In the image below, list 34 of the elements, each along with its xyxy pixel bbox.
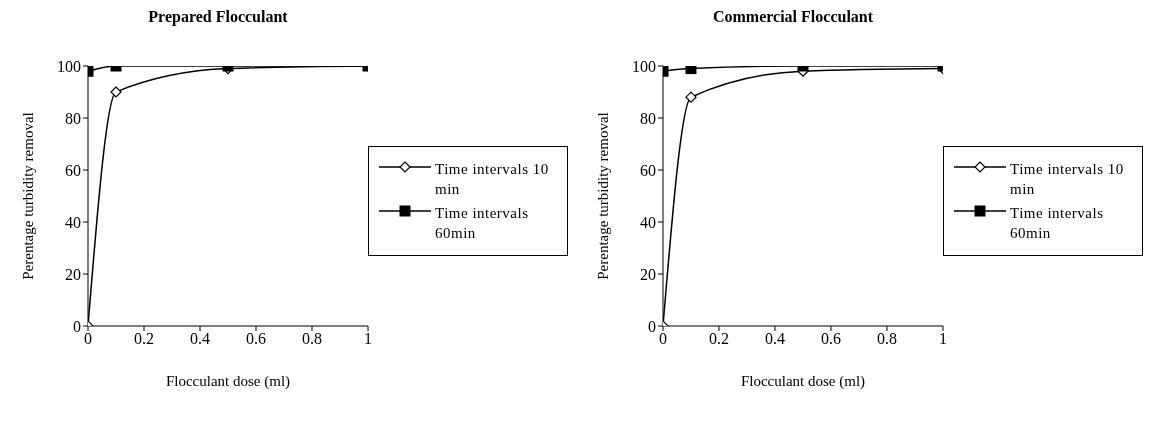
legend-label: Time intervals 60min — [1010, 204, 1105, 243]
x-tick-label: 1 — [364, 330, 372, 348]
y-tick-label: 100 — [57, 57, 81, 75]
y-tick-label: 0 — [73, 317, 81, 335]
y-tick-label: 60 — [65, 161, 81, 179]
y-tick-label: 40 — [640, 213, 656, 231]
y-tick-label: 40 — [65, 213, 81, 231]
x-tick-label: 0.8 — [302, 330, 322, 348]
x-tick-label: 0.2 — [709, 330, 729, 348]
chart-title: Prepared Flocculant — [147, 8, 289, 28]
y-tick-label: 0 — [648, 317, 656, 335]
x-axis-title: Flocculant dose (ml) — [165, 373, 291, 390]
x-tick-label: 0.4 — [190, 330, 210, 348]
y-axis-title: Perentage turbidity removal — [595, 112, 612, 280]
x-tick-label: 0.6 — [821, 330, 841, 348]
x-tick-label: 1 — [939, 330, 947, 348]
x-tick-label: 0.4 — [765, 330, 785, 348]
y-tick-label: 20 — [65, 265, 81, 283]
y-tick-label: 20 — [640, 265, 656, 283]
x-axis-title: Flocculant dose (ml) — [740, 373, 866, 390]
legend-label: Time intervals 10 min — [435, 160, 550, 199]
y-tick-label: 60 — [640, 161, 656, 179]
y-tick-label: 80 — [640, 109, 656, 127]
x-tick-label: 0 — [659, 330, 667, 348]
x-tick-label: 0 — [84, 330, 92, 348]
legend-label: Time intervals 10 min — [1010, 160, 1125, 199]
chart-title: Commercial Flocculant — [711, 8, 875, 27]
y-tick-label: 100 — [632, 57, 656, 75]
x-tick-label: 0.2 — [134, 330, 154, 348]
x-tick-label: 0.8 — [877, 330, 897, 348]
y-axis-title: Perentage turbidity removal — [20, 112, 37, 280]
x-tick-label: 0.6 — [246, 330, 266, 348]
y-tick-label: 80 — [65, 109, 81, 127]
legend-label: Time intervals 60min — [435, 204, 530, 243]
